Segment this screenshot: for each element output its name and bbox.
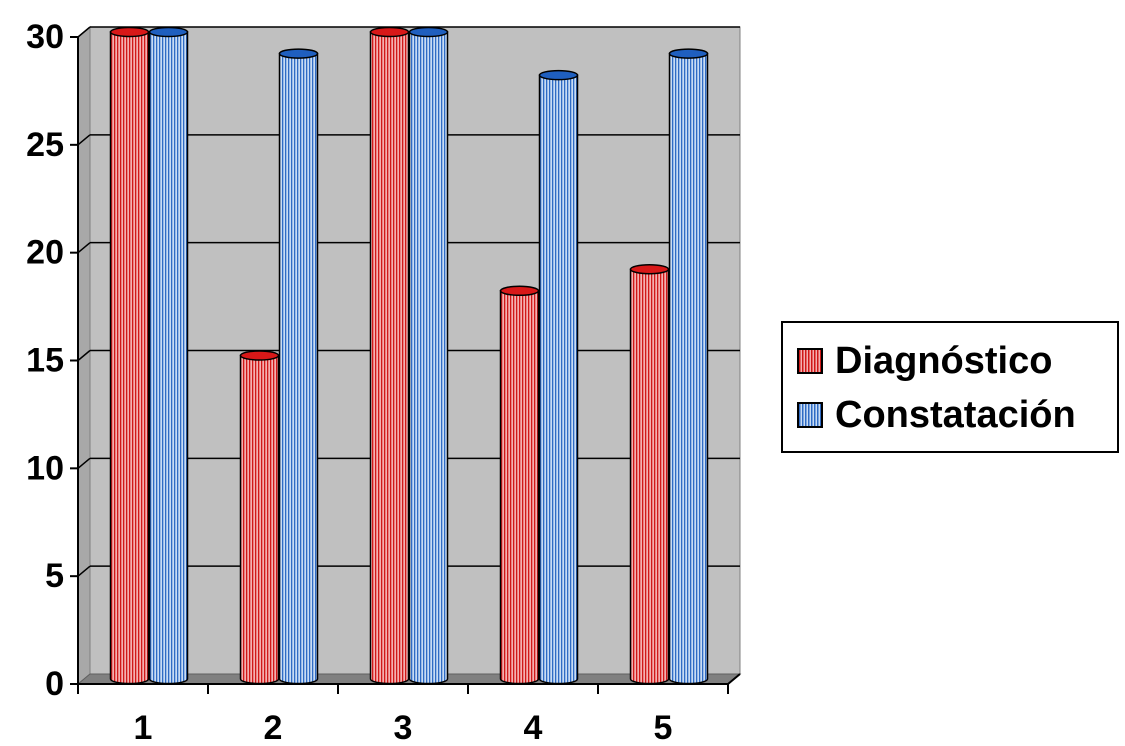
bar-cap	[629, 263, 670, 275]
gridline-side	[77, 349, 91, 362]
gridline-side	[77, 457, 91, 469]
bar-diagnóstico-4	[499, 285, 540, 685]
bar-cap	[668, 48, 709, 59]
bar-cap	[408, 26, 449, 38]
bar-diagnóstico-2	[239, 350, 280, 685]
bar-cap	[148, 26, 189, 38]
bar-body	[408, 31, 449, 685]
bar-body	[538, 74, 579, 685]
bar-diagnóstico-3	[369, 26, 410, 685]
legend-item-constatacion: Constatación	[797, 393, 1076, 437]
bar-body	[668, 52, 709, 685]
bar-body	[109, 31, 150, 685]
bar-cap	[239, 350, 280, 361]
x-tick-label: 5	[654, 709, 673, 746]
bar-body	[629, 268, 670, 685]
bar-cap	[109, 26, 150, 38]
bar-constatación-2	[278, 48, 319, 685]
gridline-side	[77, 565, 91, 577]
y-tick-label: 10	[26, 449, 64, 487]
bar-cap	[369, 26, 410, 38]
y-tick-label: 25	[26, 126, 64, 164]
legend-label-constatacion: Constatación	[835, 393, 1076, 436]
legend-swatch-diagnostico	[797, 348, 823, 374]
bar-constatación-4	[538, 69, 579, 685]
y-tick-label: 5	[45, 557, 64, 595]
bar-constatación-3	[408, 26, 449, 685]
bar-body	[239, 354, 280, 685]
bar-cap	[278, 48, 319, 59]
x-tick-label: 3	[394, 709, 413, 746]
legend-label-diagnostico: Diagnóstico	[835, 339, 1053, 382]
bar-constatación-1	[148, 26, 189, 685]
bar-body	[278, 52, 319, 685]
bar-constatación-5	[668, 48, 709, 685]
bar-body	[148, 31, 189, 685]
bars	[109, 26, 709, 685]
bar-body	[499, 290, 540, 685]
bar-cap	[538, 69, 579, 81]
x-tick-label: 1	[134, 709, 153, 746]
x-axis-depth	[727, 673, 741, 685]
legend-item-diagnostico: Diagnóstico	[797, 339, 1052, 383]
y-tick-label: 30	[26, 18, 64, 56]
axes: 0 5 10 15 20 25 30 1 2 3 4 5	[26, 18, 741, 746]
y-tick-label: 15	[26, 342, 64, 380]
y-tick-label: 0	[45, 665, 64, 703]
bar-body	[369, 31, 410, 685]
y-tick-label: 20	[26, 234, 64, 272]
legend-swatch-constatacion	[797, 402, 823, 428]
x-tick-label: 4	[524, 709, 543, 746]
legend: Diagnóstico Constatación	[781, 321, 1119, 453]
x-tick-label: 2	[264, 709, 283, 746]
bar-diagnóstico-1	[109, 26, 150, 685]
gridline-side	[77, 134, 91, 146]
gridline-side	[77, 242, 91, 254]
bar-cap	[499, 285, 540, 297]
bar-diagnóstico-5	[629, 263, 670, 685]
gridline-side	[77, 26, 91, 38]
